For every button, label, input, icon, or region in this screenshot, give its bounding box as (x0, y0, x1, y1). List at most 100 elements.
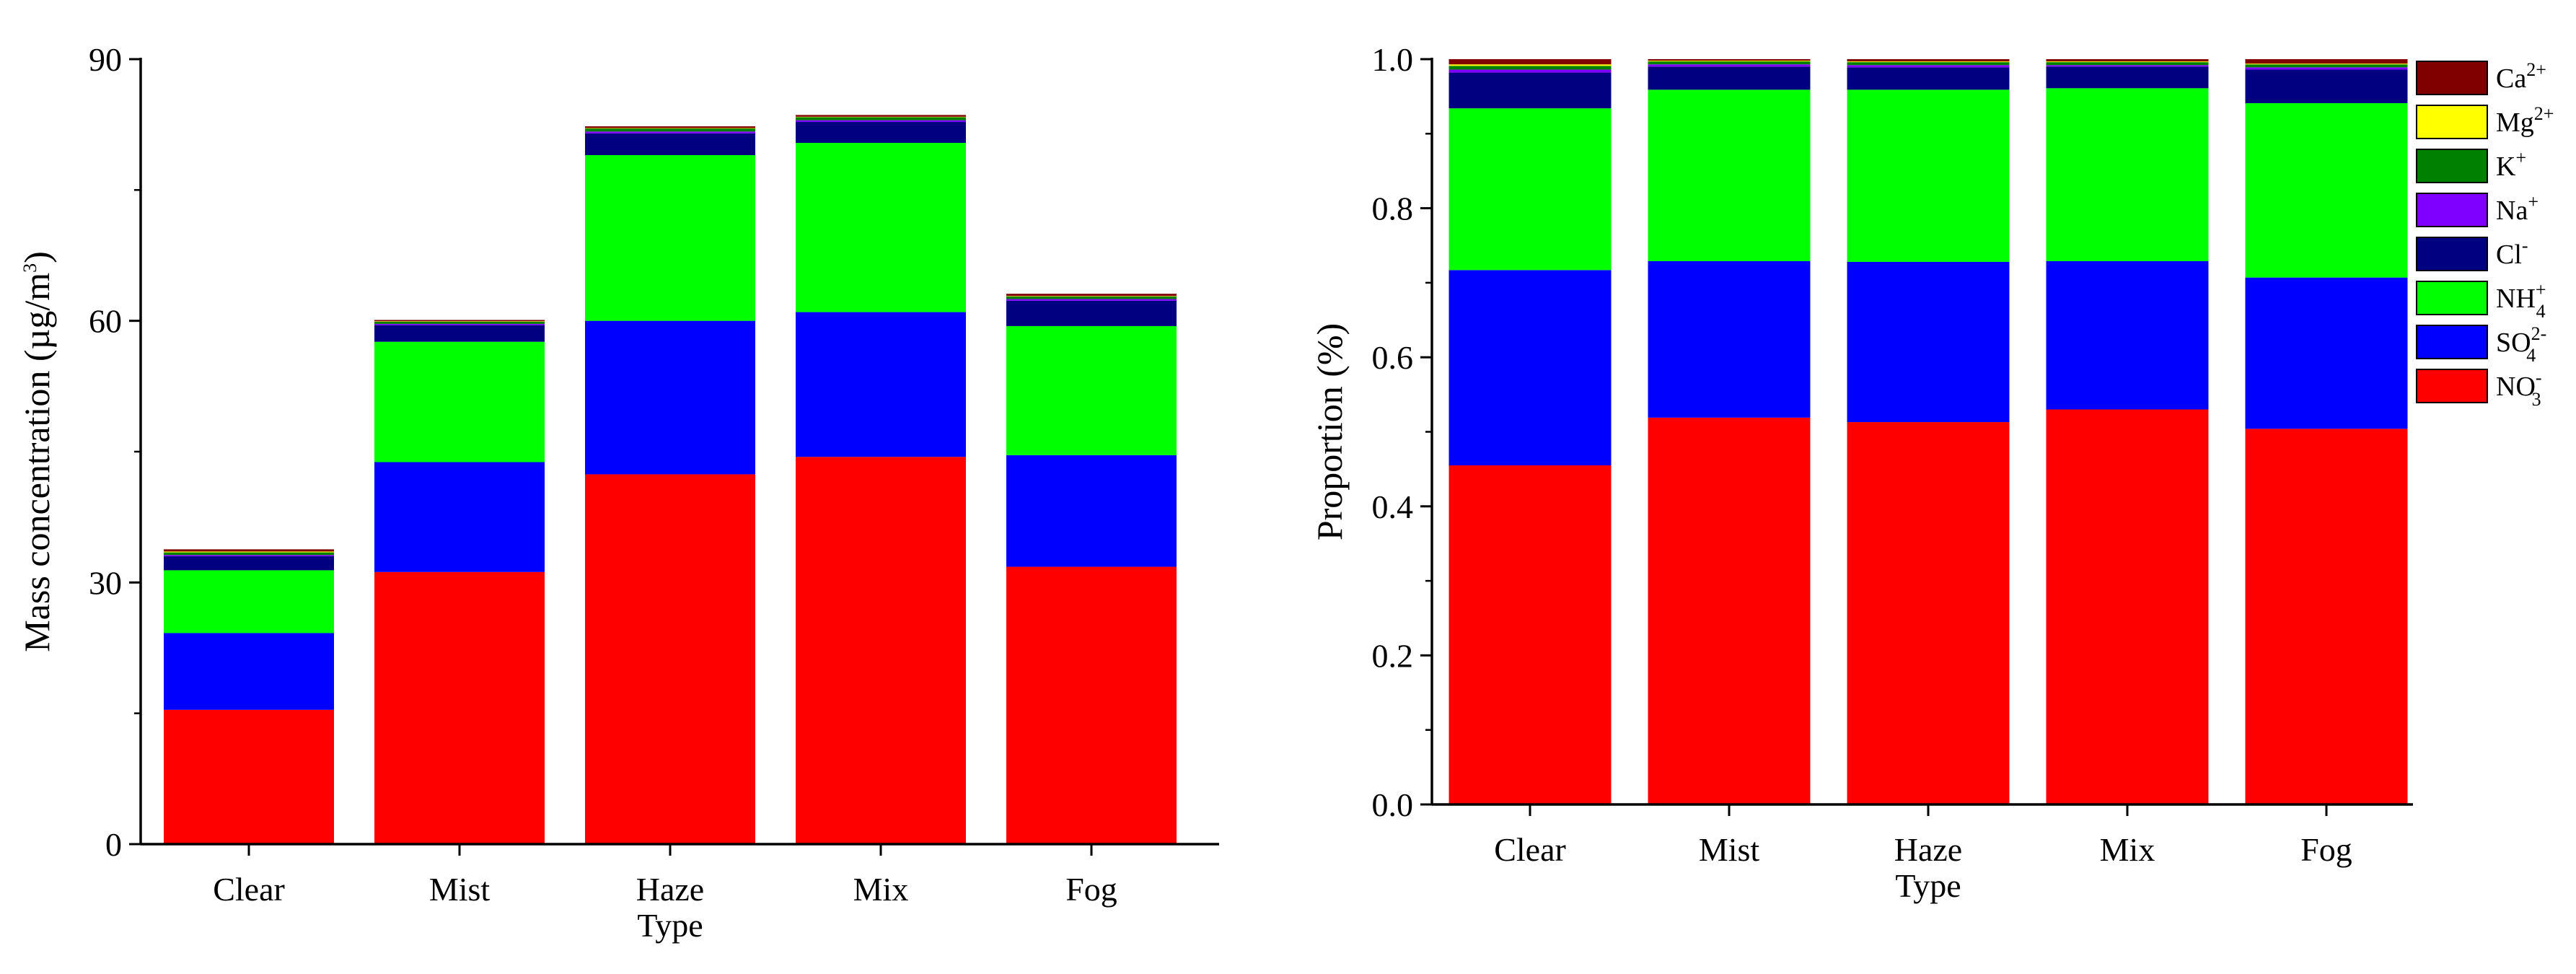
legend-label-k: K+ (2496, 147, 2526, 182)
bar-fog-no3 (1006, 566, 1177, 844)
bar-clear-no3 (164, 709, 334, 844)
y-tick-label: 0 (105, 826, 122, 863)
x-tick-label: Mist (429, 871, 491, 908)
bar-haze-mg (585, 128, 755, 129)
bar-haze-mg (1847, 61, 2010, 63)
bar-mist-k (374, 321, 545, 324)
y-tick-label: 0.0 (1372, 786, 1414, 823)
bar-mist-no3 (1648, 417, 1811, 804)
x-tick-label: Mix (853, 871, 909, 908)
bar-fog-nh4 (1006, 325, 1177, 455)
legend-label-sub: 3 (2532, 389, 2541, 410)
bar-clear-so4 (164, 633, 334, 710)
bar-fog-cl (1006, 300, 1177, 326)
bar-mix-cl (796, 122, 966, 144)
proportion-chart: Clear Mist Haze Mix Fog 0.0 0.2 0.4 0.6 0.8 1.0 Typ… (1309, 41, 2554, 904)
legend-swatch-cl (2416, 237, 2488, 271)
mass-concentration-chart: Clear Mist Haze Mix Fog 0 30 60 90 Type Mass conce… (17, 41, 1219, 944)
bar-mix-mg (2046, 61, 2209, 63)
legend-label-base: K (2496, 152, 2516, 182)
legend-swatch-mg (2416, 105, 2488, 139)
bar-haze-k (585, 128, 755, 132)
bar-haze-no3 (1847, 422, 2010, 804)
bar-mist-so4 (1648, 260, 1811, 418)
legend-label-sup: + (2536, 279, 2546, 300)
bar-haze-no3 (585, 474, 755, 844)
x-tick-label: Mist (1699, 831, 1760, 868)
legend-label-ca: Ca2+ (2496, 59, 2546, 94)
legend-label-sub: 4 (2526, 345, 2536, 366)
x-tick-label: Fog (1065, 871, 1117, 908)
bar-fog-na (1006, 299, 1177, 301)
bar-mist-na (374, 323, 545, 325)
bar-mix-k (2046, 62, 2209, 66)
legend-label-sup: - (2522, 235, 2528, 256)
legend-label-no3: NO-3 (2496, 367, 2542, 410)
bar-fog-cl (2245, 69, 2408, 103)
y-tick-label: 0.4 (1372, 488, 1414, 525)
y-axis-title-main: Mass concentration (µg/m (17, 273, 57, 652)
bar-mist-cl (374, 325, 545, 342)
bar-haze-nh4 (585, 154, 755, 321)
bar-fog-nh4 (2245, 102, 2408, 278)
bar-mix-ca (796, 115, 966, 117)
legend-label-nh4: NH+ 4 (2496, 279, 2546, 322)
bar-clear-nh4 (164, 570, 334, 633)
bar-mist-ca (1648, 59, 1811, 61)
bar-fog-ca (1006, 294, 1177, 297)
y-tick-label: 60 (89, 303, 122, 340)
bar-mix-so4 (796, 312, 966, 457)
legend-label-sup: 2- (2531, 323, 2547, 344)
legend-swatch-ca (2416, 61, 2488, 95)
bar-fog-k (2245, 64, 2408, 68)
x-axis-title: Type (1895, 867, 1961, 904)
bar-haze-so4 (1847, 261, 2010, 423)
legend-label-sub: 4 (2536, 301, 2546, 322)
y-tick-label: 0.8 (1372, 190, 1414, 227)
bar-fog-mg (2245, 63, 2408, 65)
bar-clear-cl (1449, 72, 1612, 109)
legend-swatch-nh4 (2416, 281, 2488, 315)
y-tick-label: 1.0 (1372, 41, 1414, 78)
legend-label-so4: SO2-4 (2496, 323, 2546, 366)
bar-fog-k (1006, 296, 1177, 299)
legend-label-sup: 2+ (2534, 103, 2554, 124)
bar-clear-k (1449, 66, 1612, 70)
bar-mix-mg (796, 116, 966, 118)
x-tick-label: Haze (636, 871, 704, 908)
bar-clear-nh4 (1449, 108, 1612, 271)
legend-label-sup: + (2528, 191, 2538, 212)
bar-haze-ca (1847, 59, 2010, 62)
bar-clear-mg (164, 551, 334, 553)
y-axis-title-tail: ) (17, 251, 57, 263)
bar-mix-na (2046, 65, 2209, 67)
bar-mix-na (796, 120, 966, 123)
bar-mix-k (796, 117, 966, 120)
bar-haze-k (1847, 62, 2010, 66)
x-tick-label: Mix (2100, 831, 2155, 868)
bar-haze-nh4 (1847, 89, 2010, 262)
y-axis-title: Proportion (%) (1309, 323, 1350, 540)
legend-label-na: Na+ (2496, 191, 2538, 226)
bar-clear-na (164, 555, 334, 557)
legend-label-sup: + (2515, 147, 2526, 168)
bar-clear-so4 (1449, 270, 1612, 465)
bar-clear-k (164, 552, 334, 556)
x-tick-label: Haze (1894, 831, 1962, 868)
bar-clear-mg (1449, 64, 1612, 66)
x-tick-label: Clear (213, 871, 285, 908)
x-axis-title: Type (637, 907, 703, 944)
y-tick-label: 0.6 (1372, 339, 1414, 376)
bar-mist-no3 (374, 571, 545, 844)
bar-fog-na (2245, 67, 2408, 70)
bar-mist-nh4 (1648, 89, 1811, 261)
bar-mix-nh4 (2046, 88, 2209, 261)
bar-fog-no3 (2245, 429, 2408, 804)
bar-mix-so4 (2046, 260, 2209, 410)
bar-fog-so4 (1006, 455, 1177, 567)
legend-label-cl: Cl- (2496, 235, 2528, 270)
bar-mix-no3 (796, 457, 966, 844)
bar-mist-ca (374, 320, 545, 322)
legend-swatch-so4 (2416, 325, 2488, 359)
